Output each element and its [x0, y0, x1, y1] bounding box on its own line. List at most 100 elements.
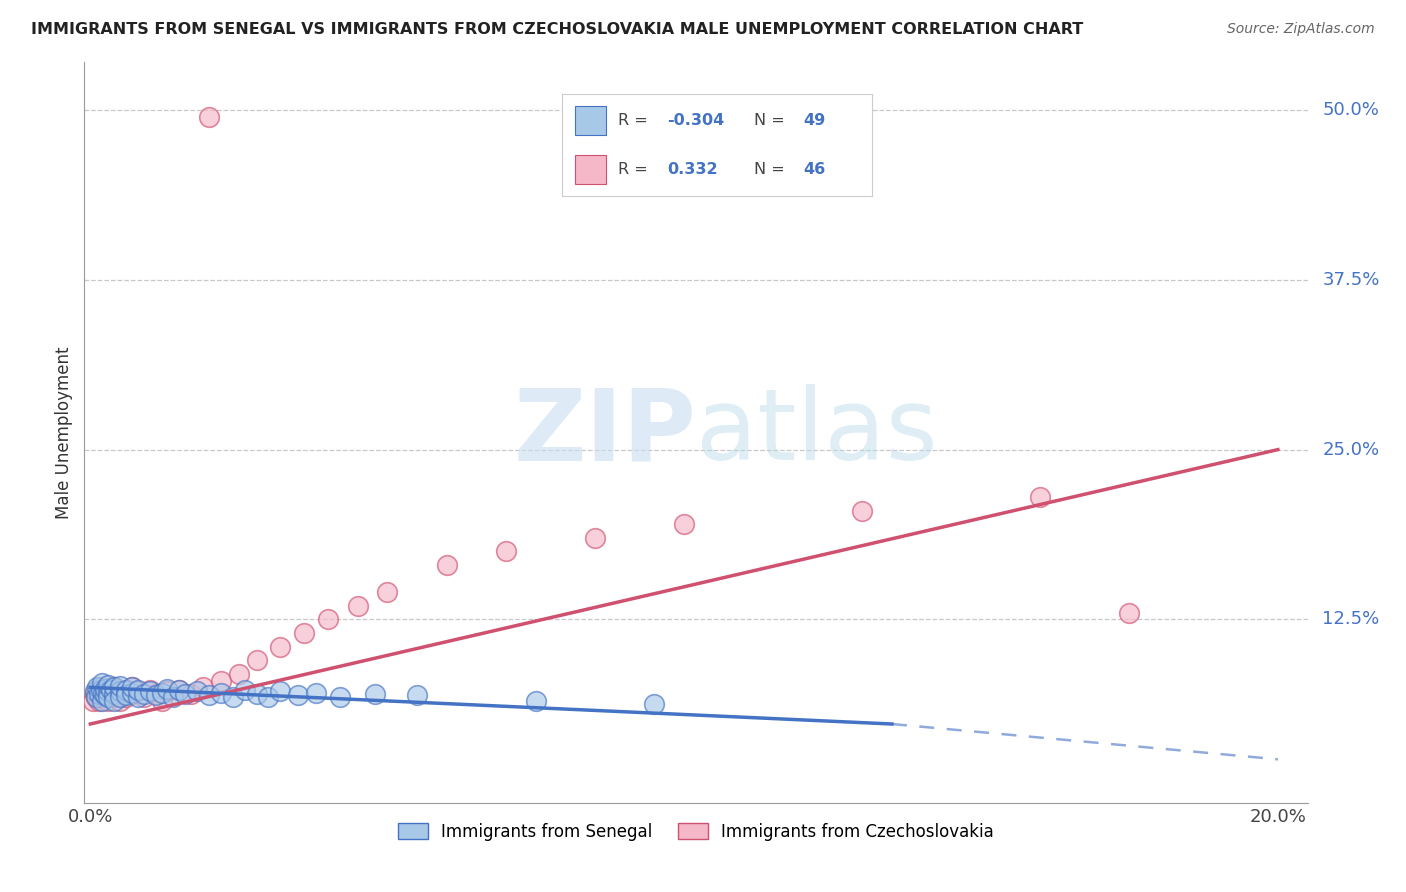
Point [89, 687, 111, 701]
Point [269, 640, 291, 654]
Point [97, 678, 120, 692]
Point [169, 683, 191, 698]
Point [156, 681, 179, 696]
Point [145, 687, 167, 701]
Point [375, 585, 398, 599]
Point [86, 681, 108, 695]
Text: 12.5%: 12.5% [1322, 610, 1379, 628]
Point [305, 686, 328, 700]
Point [115, 689, 138, 703]
Text: 49: 49 [804, 112, 825, 128]
Point [93, 686, 115, 700]
Point [643, 697, 665, 711]
Text: N =: N = [754, 112, 785, 128]
Point [346, 599, 368, 613]
Point [103, 694, 125, 708]
Point [174, 687, 197, 701]
Point [121, 687, 143, 701]
Point [91, 676, 114, 690]
Text: atlas: atlas [696, 384, 938, 481]
Point [90, 683, 112, 698]
Point [86, 684, 108, 698]
Point [108, 684, 131, 698]
Point [84, 690, 107, 704]
Point [524, 694, 547, 708]
Point [91, 681, 114, 695]
Point [100, 687, 122, 701]
Point [222, 690, 245, 704]
Point [97, 690, 120, 704]
Text: 50.0%: 50.0% [1322, 101, 1379, 119]
Point [108, 694, 131, 708]
Point [228, 666, 250, 681]
Point [257, 690, 280, 704]
Point [82, 694, 104, 708]
Text: 46: 46 [804, 162, 825, 178]
Point [97, 684, 120, 698]
Point [495, 544, 517, 558]
Point [115, 683, 138, 698]
Text: R =: R = [619, 162, 648, 178]
Point [364, 687, 387, 701]
Point [121, 681, 143, 695]
Point [91, 690, 114, 704]
Point [100, 683, 122, 698]
Point [329, 690, 352, 704]
Text: -0.304: -0.304 [668, 112, 725, 128]
Point [132, 687, 155, 701]
Point [84, 690, 107, 704]
Point [108, 684, 131, 698]
Point [115, 690, 138, 704]
Point [103, 687, 125, 701]
Point [145, 689, 167, 703]
Point [84, 687, 107, 701]
Point [89, 694, 111, 708]
Point [1118, 606, 1140, 620]
Point [150, 686, 173, 700]
Point [94, 681, 117, 696]
Point [436, 558, 458, 572]
Point [198, 689, 221, 703]
Point [156, 684, 179, 698]
Point [851, 504, 873, 518]
Point [287, 689, 309, 703]
Point [138, 683, 160, 698]
Text: Source: ZipAtlas.com: Source: ZipAtlas.com [1227, 22, 1375, 37]
Point [108, 690, 131, 704]
Point [84, 684, 107, 698]
Point [186, 684, 208, 698]
Point [191, 681, 214, 695]
Point [121, 681, 143, 695]
Point [127, 683, 149, 698]
Point [406, 689, 429, 703]
Point [132, 690, 155, 704]
Point [115, 683, 138, 698]
Point [97, 683, 120, 698]
Point [94, 684, 117, 698]
Point [583, 531, 606, 545]
Point [169, 683, 191, 698]
Point [180, 687, 202, 701]
Point [94, 689, 117, 703]
Point [127, 690, 149, 704]
Text: 25.0%: 25.0% [1322, 441, 1379, 458]
Point [209, 673, 232, 688]
Point [1029, 490, 1052, 504]
Point [245, 687, 267, 701]
Point [233, 683, 256, 698]
Text: IMMIGRANTS FROM SENEGAL VS IMMIGRANTS FROM CZECHOSLOVAKIA MALE UNEMPLOYMENT CORR: IMMIGRANTS FROM SENEGAL VS IMMIGRANTS FR… [31, 22, 1083, 37]
Text: 37.5%: 37.5% [1322, 271, 1379, 289]
Point [103, 681, 125, 695]
Point [108, 679, 131, 693]
Point [90, 683, 112, 698]
Point [121, 686, 143, 700]
Point [245, 653, 267, 667]
Point [316, 612, 339, 626]
Point [198, 110, 221, 124]
Point [292, 626, 315, 640]
Legend: Immigrants from Senegal, Immigrants from Czechoslovakia: Immigrants from Senegal, Immigrants from… [391, 816, 1001, 847]
Point [127, 684, 149, 698]
Point [91, 694, 114, 708]
Text: 0.332: 0.332 [668, 162, 718, 178]
Text: N =: N = [754, 162, 785, 178]
